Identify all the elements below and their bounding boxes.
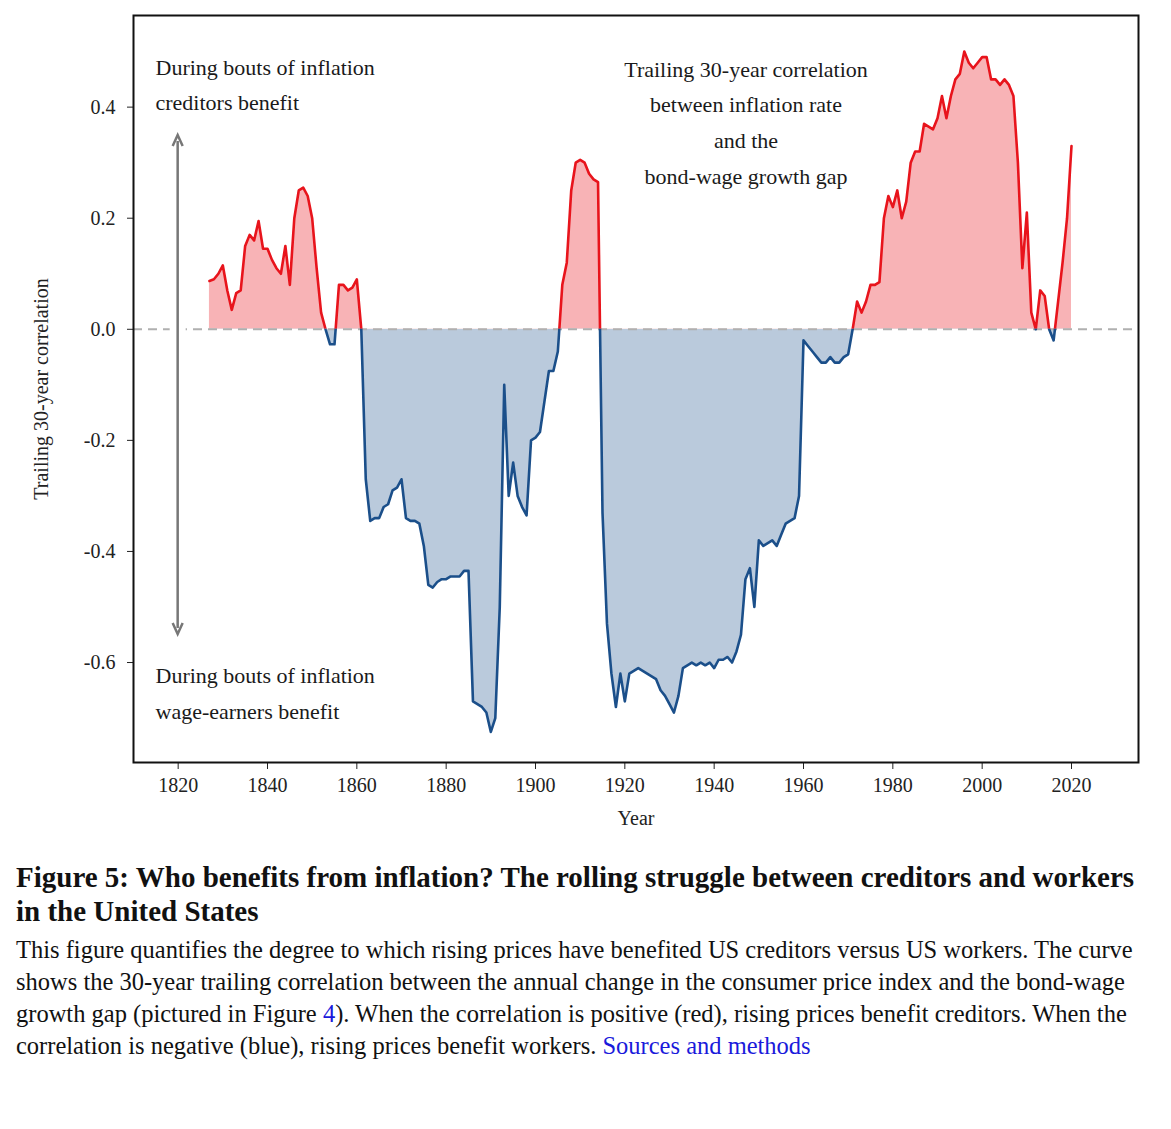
svg-text:-0.6: -0.6 — [84, 651, 116, 673]
svg-text:1860: 1860 — [337, 774, 377, 796]
svg-text:1980: 1980 — [873, 774, 913, 796]
svg-text:0.2: 0.2 — [91, 207, 116, 229]
svg-text:0.4: 0.4 — [91, 96, 116, 118]
svg-text:1900: 1900 — [516, 774, 556, 796]
html-text:Figure 5: Who benefits from in: Figure 5: Who benefits from inflation? T… — [16, 861, 1135, 928]
svg-text:Trailing 30-year correlation: Trailing 30-year correlation — [30, 278, 53, 499]
svg-text:2020: 2020 — [1052, 774, 1092, 796]
svg-text:During bouts of inflationcredi: During bouts of inflationcreditors benef… — [156, 55, 375, 116]
svg-text:1920: 1920 — [605, 774, 645, 796]
svg-text:-0.4: -0.4 — [84, 540, 116, 562]
svg-text:1940: 1940 — [694, 774, 734, 796]
svg-text:During bouts of inflationwage-: During bouts of inflationwage-earners be… — [156, 663, 375, 724]
html-text:This figure quantifies the deg: This figure quantifies the degree to whi… — [16, 936, 1133, 1059]
svg-text:0.0: 0.0 — [91, 318, 116, 340]
svg-text:Trailing 30-year correlationbe: Trailing 30-year correlationbetween infl… — [624, 57, 868, 189]
svg-text:1880: 1880 — [426, 774, 466, 796]
svg-text:1840: 1840 — [248, 774, 288, 796]
svg-text:1960: 1960 — [784, 774, 824, 796]
svg-text:Year: Year — [618, 807, 655, 829]
svg-text:-0.2: -0.2 — [84, 429, 116, 451]
svg-text:1820: 1820 — [158, 774, 198, 796]
svg-text:2000: 2000 — [962, 774, 1002, 796]
